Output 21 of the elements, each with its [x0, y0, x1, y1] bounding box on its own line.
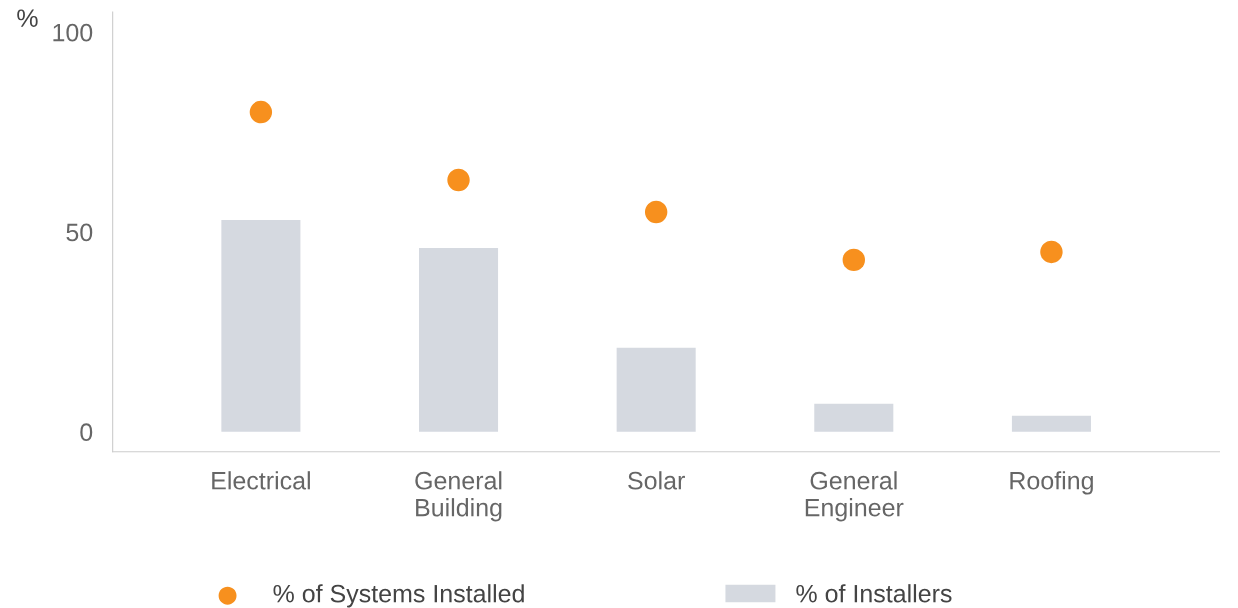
legend-label: % of Installers: [796, 584, 952, 603]
point: [447, 168, 470, 192]
x-tick-label: General Engineer: [805, 471, 904, 522]
bar: [616, 347, 696, 432]
bar: [814, 403, 894, 432]
x-tick-label: Electrical: [212, 471, 310, 490]
x-tick-label: General Building: [415, 471, 502, 522]
point: [842, 248, 865, 272]
bar: [1011, 415, 1091, 432]
point: [644, 200, 668, 224]
y-tick-label: 100: [53, 23, 93, 42]
point: [1040, 240, 1063, 264]
bar: [419, 247, 499, 432]
y-axis-title: %: [17, 9, 38, 27]
y-tick-label: 0: [80, 423, 93, 442]
x-tick-label: Roofing: [1010, 471, 1093, 495]
x-tick-label: Solar: [628, 471, 685, 490]
bar: [221, 219, 301, 432]
legend-label: % of Systems Installed: [273, 584, 524, 608]
y-tick-label: 50: [66, 223, 93, 242]
point: [249, 100, 273, 124]
